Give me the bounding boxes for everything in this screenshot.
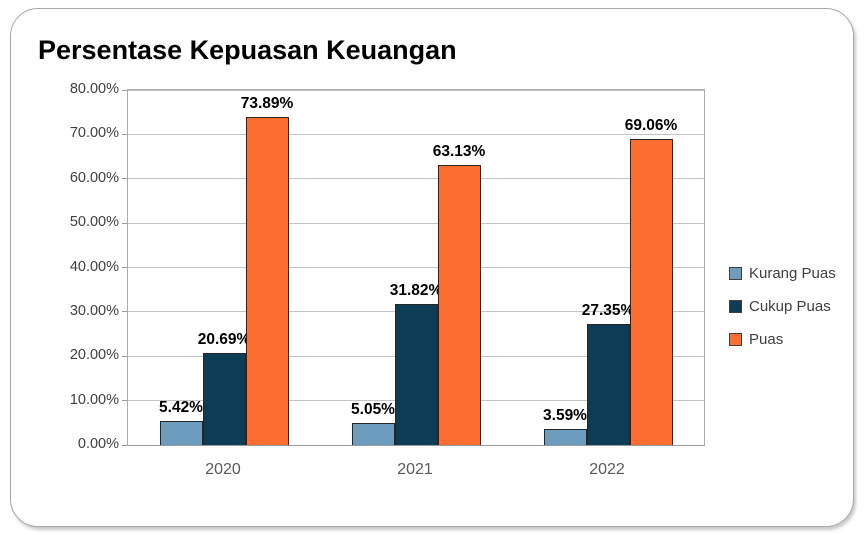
bar-kurang-puas-2022: [543, 429, 587, 445]
legend-label: Cukup Puas: [749, 297, 831, 315]
y-tick-mark: [122, 355, 127, 357]
bar-value-label: 73.89%: [240, 95, 294, 113]
y-axis-tick-label: 20.00%: [69, 347, 119, 364]
bar-value-label: 5.42%: [159, 398, 203, 416]
y-tick-mark: [122, 267, 127, 268]
legend-item-puas: Puas: [729, 329, 836, 349]
legend-label: Kurang Puas: [749, 264, 836, 282]
y-axis-tick-label: 0.00%: [77, 436, 119, 452]
gridline: [128, 222, 704, 224]
bar-kurang-puas-2020: [159, 420, 203, 445]
bar-value-label: 20.69%: [197, 331, 251, 349]
y-tick-mark: [122, 133, 127, 135]
y-tick-mark: [122, 400, 127, 402]
y-tick-mark: [122, 89, 127, 91]
gridline: [128, 178, 704, 180]
bar-puas-2020: [245, 117, 289, 445]
y-tick-mark: [122, 222, 127, 224]
bar-value-label: 5.05%: [351, 400, 395, 418]
y-axis-tick-label: 80.00%: [69, 81, 119, 97]
bar-puas-2022: [629, 138, 673, 445]
y-axis-tick-label: 50.00%: [69, 214, 119, 231]
bar-value-label: 69.06%: [624, 116, 678, 134]
x-axis-category-label: 2020: [205, 461, 241, 478]
legend-swatch-icon: [729, 332, 742, 346]
legend-label: Puas: [749, 330, 784, 348]
plot-area: 5.42% 20.69% 73.89% 5.05% 31.82% 63.13% 3.59% 2…: [122, 89, 705, 446]
y-tick-mark: [122, 311, 127, 313]
y-axis-tick-label: 60.00%: [69, 169, 119, 186]
gridline: [128, 89, 704, 91]
y-tick-mark: [122, 178, 127, 180]
bar-puas-2021: [437, 164, 481, 445]
bar-value-label: 63.13%: [432, 142, 486, 160]
legend-swatch-icon: [729, 266, 742, 280]
bar-value-label: 3.59%: [543, 407, 587, 425]
bar-cukup-puas-2020: [202, 353, 246, 445]
legend: Kurang Puas Cukup Puas Puas: [729, 263, 836, 349]
x-axis-category-label: 2022: [589, 461, 625, 478]
y-axis-tick-label: 40.00%: [69, 258, 119, 275]
gridline: [128, 133, 704, 135]
y-axis-tick-label: 10.00%: [69, 391, 119, 408]
y-tick-mark: [122, 444, 127, 446]
y-axis-tick-label: 70.00%: [69, 125, 119, 142]
bar-cukup-puas-2021: [394, 303, 438, 445]
bar-kurang-puas-2021: [351, 422, 395, 445]
chart-card: Persentase Kepuasan Keuangan 5.42% 20.69%…: [10, 8, 854, 527]
x-axis-category-label: 2021: [397, 461, 433, 478]
legend-swatch-icon: [729, 299, 742, 313]
gridline: [128, 267, 704, 268]
legend-item-kurang-puas: Kurang Puas: [729, 263, 836, 283]
bar-value-label: 27.35%: [581, 301, 635, 319]
chart-title: Persentase Kepuasan Keuangan: [38, 35, 457, 65]
x-axis-line: [127, 445, 705, 446]
bar-value-label: 31.82%: [389, 281, 443, 299]
y-axis-tick-label: 30.00%: [69, 302, 119, 319]
legend-item-cukup-puas: Cukup Puas: [729, 296, 836, 316]
bar-cukup-puas-2022: [586, 323, 630, 445]
